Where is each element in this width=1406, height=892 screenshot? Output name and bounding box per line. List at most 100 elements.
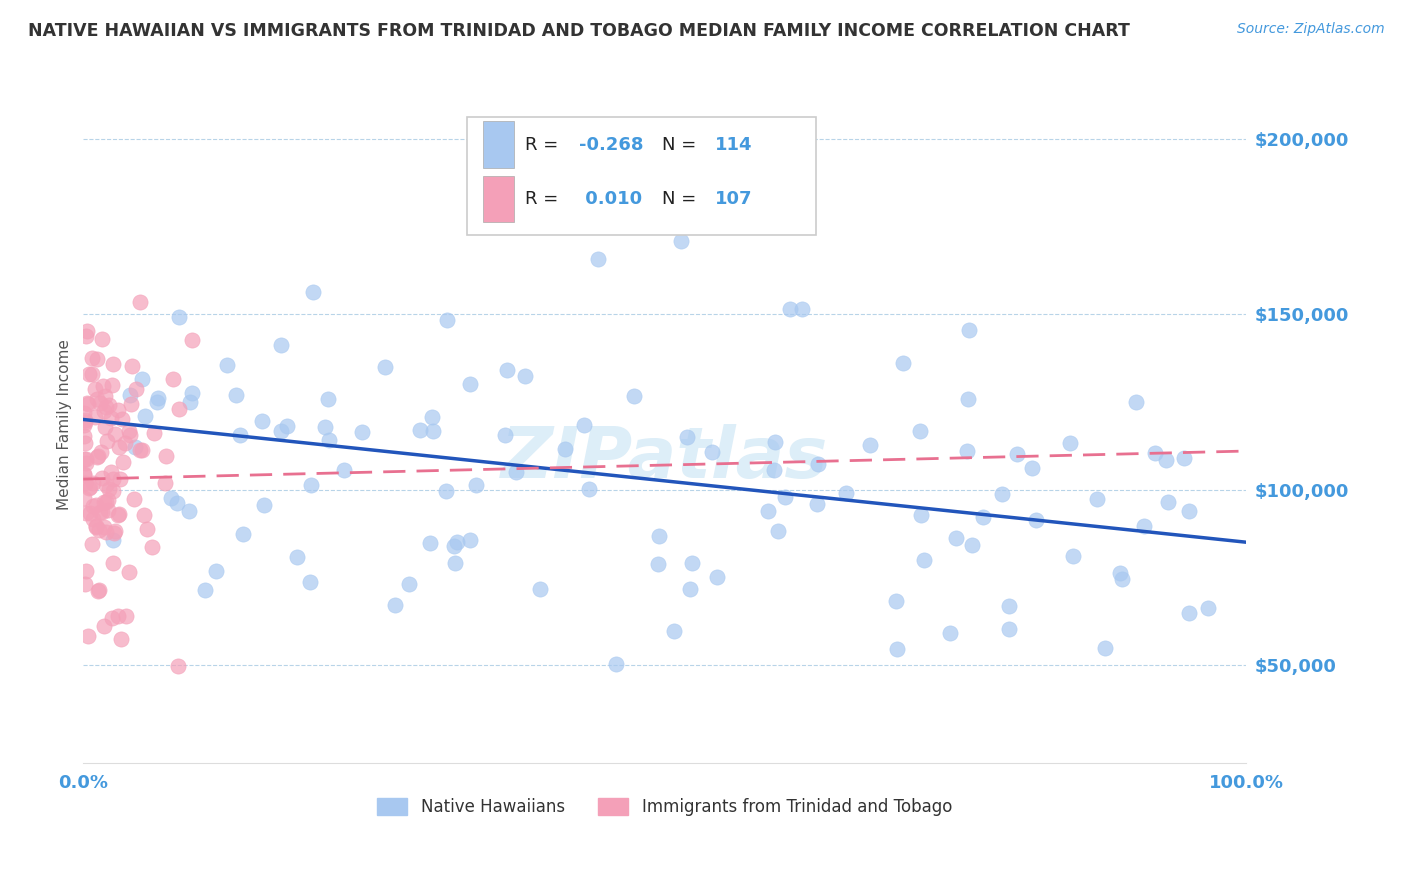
Point [114, 435, 136, 450]
Point [792, 302, 814, 317]
Point [124, 440, 146, 454]
Point [75, 476, 97, 491]
Point [664, 624, 686, 638]
Point [162, 372, 184, 386]
Point [80, 537, 103, 551]
Point [945, 531, 967, 545]
Point [1157, 494, 1180, 508]
Point [103, 358, 125, 372]
Point [89, 505, 111, 519]
Point [82, 475, 104, 490]
Point [166, 659, 188, 673]
Point [73, 412, 96, 426]
Point [91, 332, 114, 346]
Point [1144, 446, 1167, 460]
Point [960, 538, 983, 552]
Point [1111, 572, 1133, 586]
Point [76, 325, 98, 339]
Point [443, 556, 465, 570]
Point [910, 424, 932, 438]
Point [835, 486, 858, 500]
Point [86, 392, 108, 406]
Point [96, 495, 118, 509]
Point [443, 539, 465, 553]
Point [232, 526, 254, 541]
Point [89, 396, 111, 410]
Point [103, 427, 125, 442]
Point [153, 475, 176, 490]
Point [103, 556, 125, 570]
Point [73, 451, 96, 466]
Point [1021, 461, 1043, 475]
Point [1133, 518, 1156, 533]
Point [73, 406, 96, 420]
Point [118, 565, 141, 579]
Point [572, 417, 595, 432]
Point [94, 420, 117, 434]
Point [1125, 395, 1147, 409]
Point [82, 512, 104, 526]
Point [167, 310, 190, 325]
Point [495, 362, 517, 376]
Point [118, 424, 141, 438]
Point [94, 389, 117, 403]
Point [529, 582, 551, 597]
Point [859, 438, 882, 452]
Point [97, 493, 120, 508]
Point [702, 445, 724, 459]
Point [146, 394, 169, 409]
Text: Source: ZipAtlas.com: Source: ZipAtlas.com [1237, 22, 1385, 37]
Point [180, 333, 202, 347]
Point [93, 404, 115, 418]
Point [77, 629, 100, 643]
Point [73, 467, 96, 481]
Point [285, 549, 308, 564]
Point [98, 398, 121, 412]
Point [80, 351, 103, 365]
Point [1025, 512, 1047, 526]
Point [131, 372, 153, 386]
Point [458, 533, 481, 548]
Point [86, 450, 108, 465]
Point [73, 429, 96, 443]
Point [73, 576, 96, 591]
Point [446, 535, 468, 549]
Point [148, 391, 170, 405]
FancyBboxPatch shape [484, 121, 513, 168]
Point [1094, 641, 1116, 656]
Point [77, 367, 100, 381]
Point [436, 313, 458, 327]
Point [83, 409, 105, 424]
Point [298, 575, 321, 590]
Point [997, 623, 1019, 637]
Point [270, 424, 292, 438]
FancyBboxPatch shape [467, 117, 815, 235]
Point [75, 415, 97, 429]
Point [96, 434, 118, 448]
Point [807, 457, 830, 471]
Point [128, 295, 150, 310]
Point [1178, 606, 1201, 620]
Point [100, 465, 122, 479]
Point [891, 356, 914, 370]
Point [422, 424, 444, 438]
Point [75, 506, 97, 520]
Text: N =: N = [662, 136, 703, 153]
Point [79, 507, 101, 521]
Point [956, 392, 979, 406]
Point [886, 642, 908, 657]
Point [107, 440, 129, 454]
Point [91, 379, 114, 393]
Point [76, 396, 98, 410]
Point [586, 252, 609, 266]
Point [94, 400, 117, 414]
Point [434, 484, 457, 499]
Point [505, 466, 527, 480]
Point [100, 411, 122, 425]
Point [299, 478, 322, 492]
Point [972, 510, 994, 524]
Point [766, 524, 789, 539]
Point [73, 435, 96, 450]
Point [229, 427, 252, 442]
Point [350, 425, 373, 439]
